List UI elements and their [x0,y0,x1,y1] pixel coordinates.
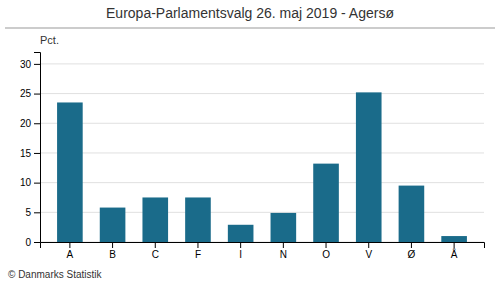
x-tick-label: O [322,249,330,260]
y-tick-label: 5 [25,207,31,218]
bar [142,197,168,242]
y-tick-label: 30 [20,59,32,70]
y-tick-label: 0 [25,237,31,248]
x-tick-mark [240,242,241,248]
x-tick-label: A [67,249,74,260]
grid-line [40,93,484,94]
x-tick: A [67,242,74,260]
y-tick: 0 [25,237,40,248]
grid-line [40,152,484,153]
y-tick-label: 15 [20,148,32,159]
x-tick-mark [326,242,327,248]
y-tick-mark [34,153,40,154]
bar [100,208,126,242]
y-tick: 25 [20,88,40,99]
x-tick-mark [197,242,198,248]
x-axis-line [41,243,485,249]
bar [228,225,254,242]
x-tick-label: B [109,249,116,260]
bar [356,92,382,242]
x-tick-label: Ø [408,249,416,260]
x-tick: C [152,242,159,260]
grid-line [40,63,484,64]
y-tick-mark [34,242,40,243]
bar [185,197,211,242]
bar [271,213,297,242]
bar [441,236,467,242]
y-tick: 5 [25,207,40,218]
x-tick-mark [112,242,113,248]
x-tick: B [109,242,116,260]
x-tick: I [239,242,242,260]
x-tick: F [195,242,201,260]
x-tick: N [280,242,287,260]
bars [57,92,467,242]
x-tick-mark [69,242,70,248]
y-tick-mark [34,123,40,124]
x-tick-mark [454,242,455,248]
x-tick-label: C [152,249,159,260]
grid-line [40,123,484,124]
y-tick-mark [34,183,40,184]
x-tick-label: I [239,249,242,260]
x-tick-label: Å [451,248,458,260]
grid [40,64,484,242]
bar [399,186,425,242]
x-tick-mark [411,242,412,248]
bar [57,102,83,242]
y-label: Pct. [40,34,59,46]
y-tick-label: 10 [20,177,32,188]
x-tick: Ø [408,242,416,260]
title-rule [5,28,495,29]
title: Europa-Parlamentsvalg 26. maj 2019 - Age… [106,5,394,21]
x-axis: ABCFINOVØÅ [41,242,485,260]
plot: 0 5 10 15 20 25 30 A B C F I N O V Ø Å [20,53,485,261]
x-tick: O [322,242,330,260]
x-tick: V [365,242,372,260]
chart: Europa-Parlamentsvalg 26. maj 2019 - Age… [0,0,500,282]
x-tick: Å [451,242,458,260]
y-tick: 30 [20,59,40,70]
grid-line [40,182,484,183]
y-tick: 10 [20,177,40,188]
x-tick-mark [283,242,284,248]
y-axis: 0 5 10 15 20 25 30 [20,53,41,248]
x-tick-label: N [280,249,287,260]
y-tick-mark [34,212,40,213]
y-tick-label: 25 [20,88,32,99]
y-axis-line [34,53,41,243]
x-tick-mark [155,242,156,248]
y-tick-mark [34,94,40,95]
y-tick-label: 20 [20,118,32,129]
x-tick-mark [368,242,369,248]
y-tick: 20 [20,118,40,129]
y-tick: 15 [20,148,40,159]
x-tick-label: V [365,249,372,260]
footer: © Danmarks Statistik [8,269,103,280]
y-tick-mark [34,64,40,65]
x-tick-label: F [195,249,201,260]
bar [313,164,339,242]
